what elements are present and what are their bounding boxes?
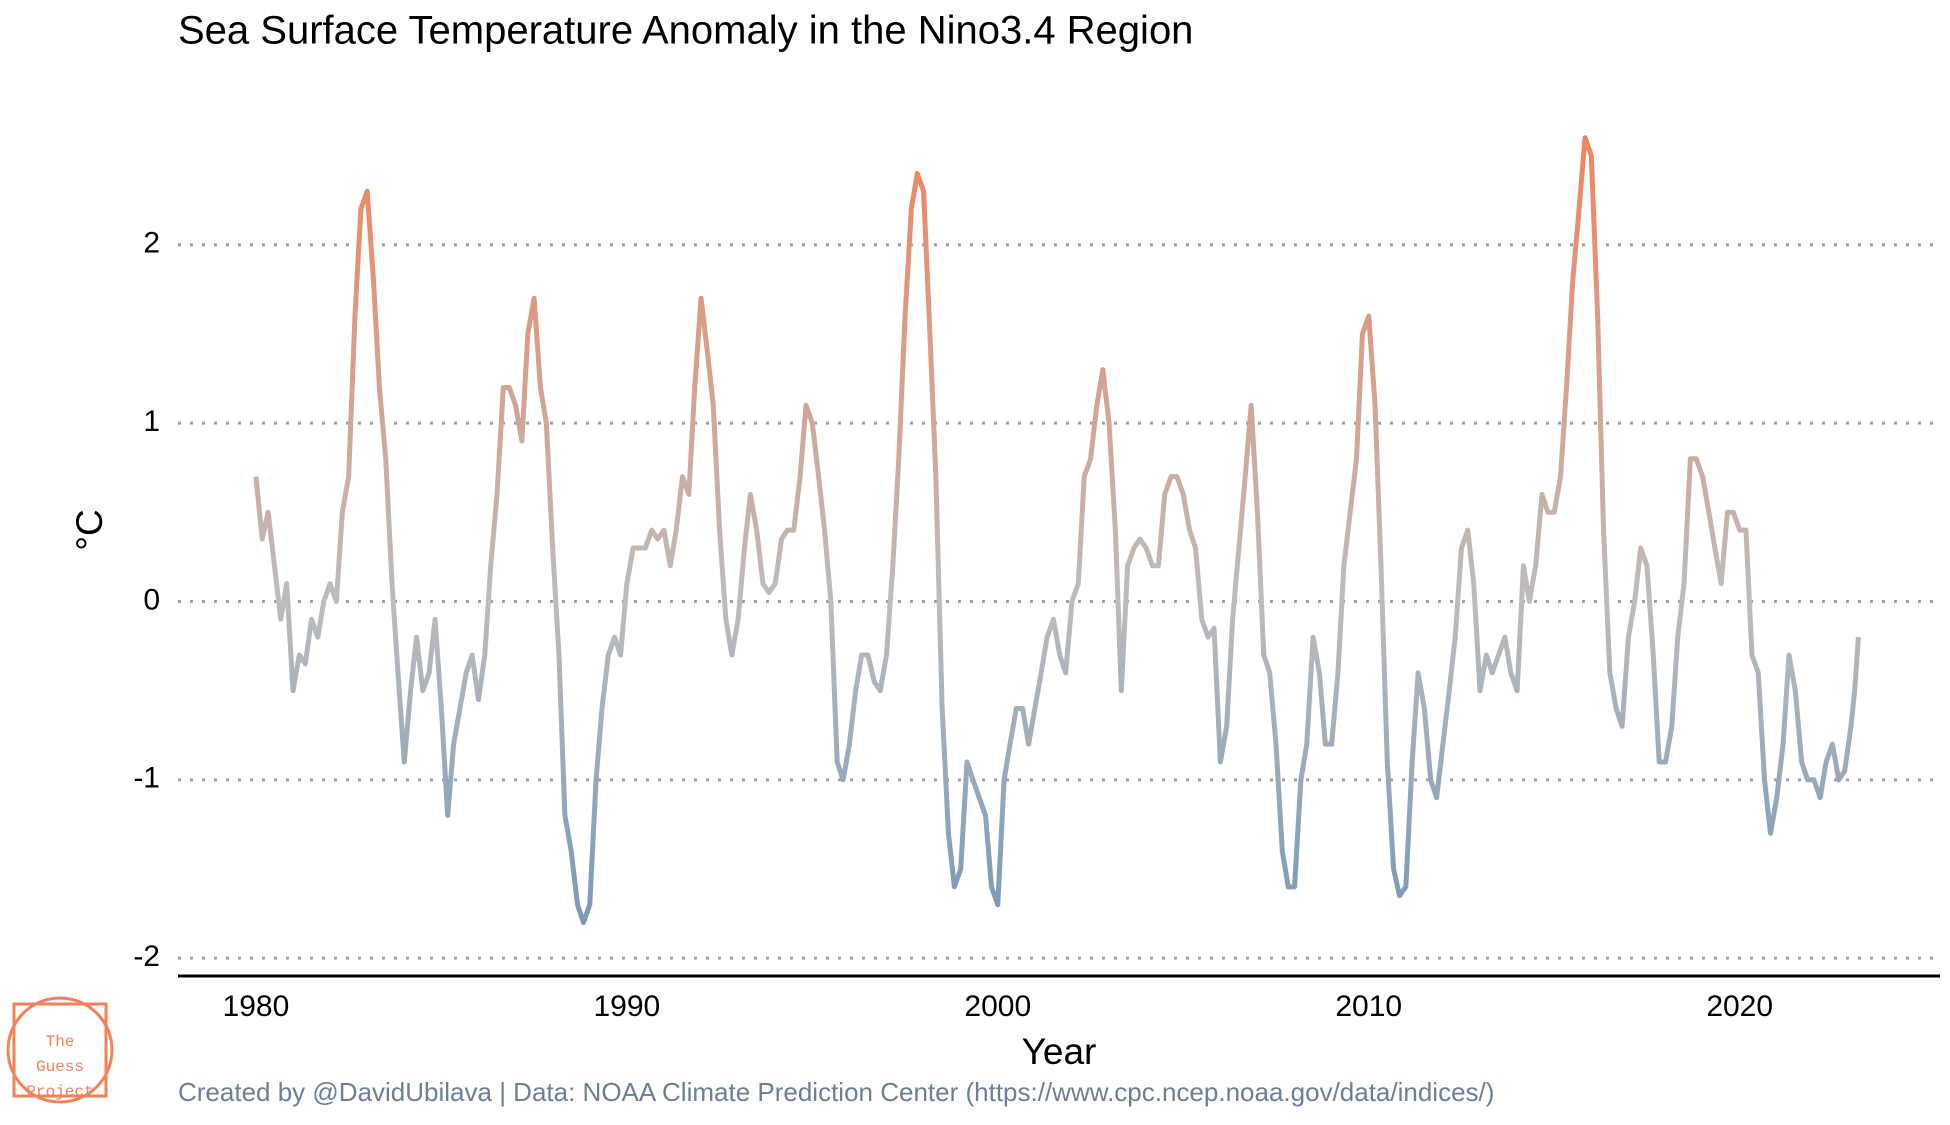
y-tick-label: -2 [133, 940, 160, 973]
chart-title: Sea Surface Temperature Anomaly in the N… [178, 9, 1193, 53]
x-axis-label: Year [1022, 1031, 1097, 1072]
logo-text: Guess [36, 1058, 84, 1076]
x-tick-label: 2000 [964, 990, 1031, 1023]
y-tick-label: 1 [143, 405, 160, 438]
x-tick-label: 1990 [593, 990, 660, 1023]
x-tick-label: 2020 [1706, 990, 1773, 1023]
logo-square [12, 1002, 108, 1098]
y-tick-label: 2 [143, 227, 160, 260]
logo-circle [6, 996, 114, 1104]
logo: The Guess Project [6, 996, 114, 1104]
anomaly-line [253, 135, 1861, 925]
logo-text: Project [26, 1083, 93, 1101]
x-tick-label: 2010 [1335, 990, 1402, 1023]
y-axis-label: °C [69, 509, 110, 551]
x-tick-label: 1980 [223, 990, 290, 1023]
y-tick-label: 0 [143, 583, 160, 616]
logo-text: The [46, 1033, 75, 1051]
caption: Created by @DavidUbilava | Data: NOAA Cl… [178, 1077, 1494, 1107]
y-tick-label: -1 [133, 762, 160, 795]
